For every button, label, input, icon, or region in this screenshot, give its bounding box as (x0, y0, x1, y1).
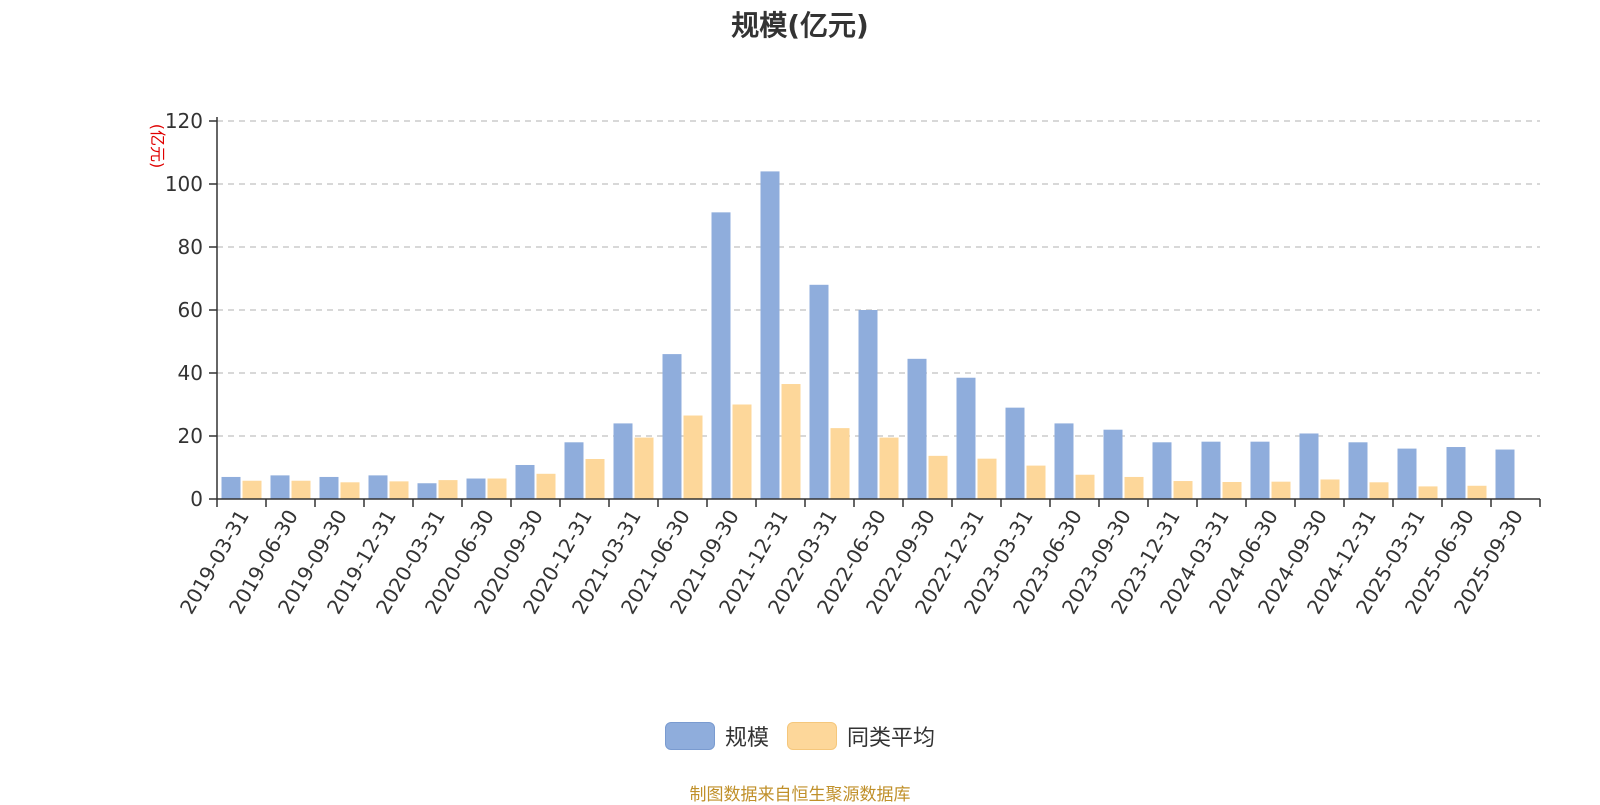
bar-size (1348, 442, 1368, 499)
bars (221, 171, 1515, 499)
bar-size (662, 354, 682, 499)
bar-category-average (536, 473, 556, 499)
bar-category-average (928, 455, 948, 499)
legend: 规模 同类平均 (0, 720, 1600, 752)
legend-swatch (664, 722, 715, 750)
bar-size (1397, 448, 1417, 499)
bar-size (221, 476, 241, 499)
bar-category-average (1124, 476, 1144, 499)
y-tick-label: 40 (178, 361, 203, 385)
bar-size (1152, 442, 1172, 499)
bar-size (417, 483, 437, 499)
bar-size (270, 475, 290, 499)
bar-chart: 0204060801001202019-03-312019-06-302019-… (148, 109, 1541, 618)
y-tick-label: 120 (165, 109, 203, 133)
y-tick-label: 80 (178, 235, 203, 259)
bar-size (711, 212, 731, 499)
bar-category-average (438, 480, 458, 499)
bar-size (319, 476, 339, 499)
bar-category-average (830, 428, 850, 499)
bar-category-average (1222, 481, 1242, 499)
bar-size (466, 478, 486, 499)
bar-size (1054, 423, 1074, 499)
y-tick-label: 20 (178, 424, 203, 448)
bar-size (1495, 449, 1515, 499)
bar-size (564, 442, 584, 499)
bar-category-average (977, 458, 997, 499)
bar-size (760, 171, 780, 499)
source-note: 制图数据来自恒生聚源数据库 (689, 785, 911, 805)
bar-size (1446, 447, 1466, 499)
bar-size (1201, 441, 1221, 499)
bar-category-average (1320, 479, 1340, 499)
grid-lines (217, 120, 1540, 437)
bar-category-average (781, 384, 801, 499)
bar-category-average (1075, 474, 1095, 499)
bar-category-average (487, 478, 507, 499)
legend-label: 规模 (724, 726, 769, 751)
bar-size (809, 284, 829, 499)
y-tick-label: 0 (190, 487, 203, 511)
bar-category-average (389, 481, 409, 499)
axes: 0204060801001202019-03-312019-06-302019-… (165, 109, 1541, 618)
y-tick-label: 100 (165, 172, 203, 196)
bar-size (515, 464, 535, 499)
bar-size (1005, 407, 1025, 499)
bar-category-average (291, 480, 311, 499)
bar-category-average (1026, 465, 1046, 499)
bar-category-average (1271, 481, 1291, 499)
bar-category-average (634, 437, 654, 499)
chart-title: 规模(亿元) (731, 9, 869, 42)
y-axis-label: (亿元) (148, 124, 167, 169)
y-tick-label: 60 (178, 298, 203, 322)
bar-category-average (1418, 486, 1438, 499)
legend-swatch (787, 722, 837, 750)
bar-size (858, 310, 878, 499)
bar-size (907, 358, 927, 499)
bar-category-average (585, 458, 605, 499)
legend-label: 同类平均 (847, 726, 936, 751)
bar-category-average (683, 415, 703, 499)
bar-category-average (340, 482, 360, 499)
bar-size (1299, 433, 1319, 499)
bar-size (1250, 441, 1270, 499)
bar-category-average (1173, 481, 1193, 499)
bar-category-average (1467, 485, 1487, 499)
bar-category-average (879, 437, 899, 499)
bar-category-average (242, 480, 262, 499)
bar-size (368, 475, 388, 499)
legend-item[interactable]: 同类平均 (787, 720, 935, 752)
bar-size (956, 377, 976, 499)
bar-size (613, 423, 633, 499)
bar-category-average (732, 404, 752, 499)
bar-size (1103, 429, 1123, 499)
legend-item[interactable]: 规模 (664, 720, 769, 752)
bar-category-average (1369, 482, 1389, 499)
